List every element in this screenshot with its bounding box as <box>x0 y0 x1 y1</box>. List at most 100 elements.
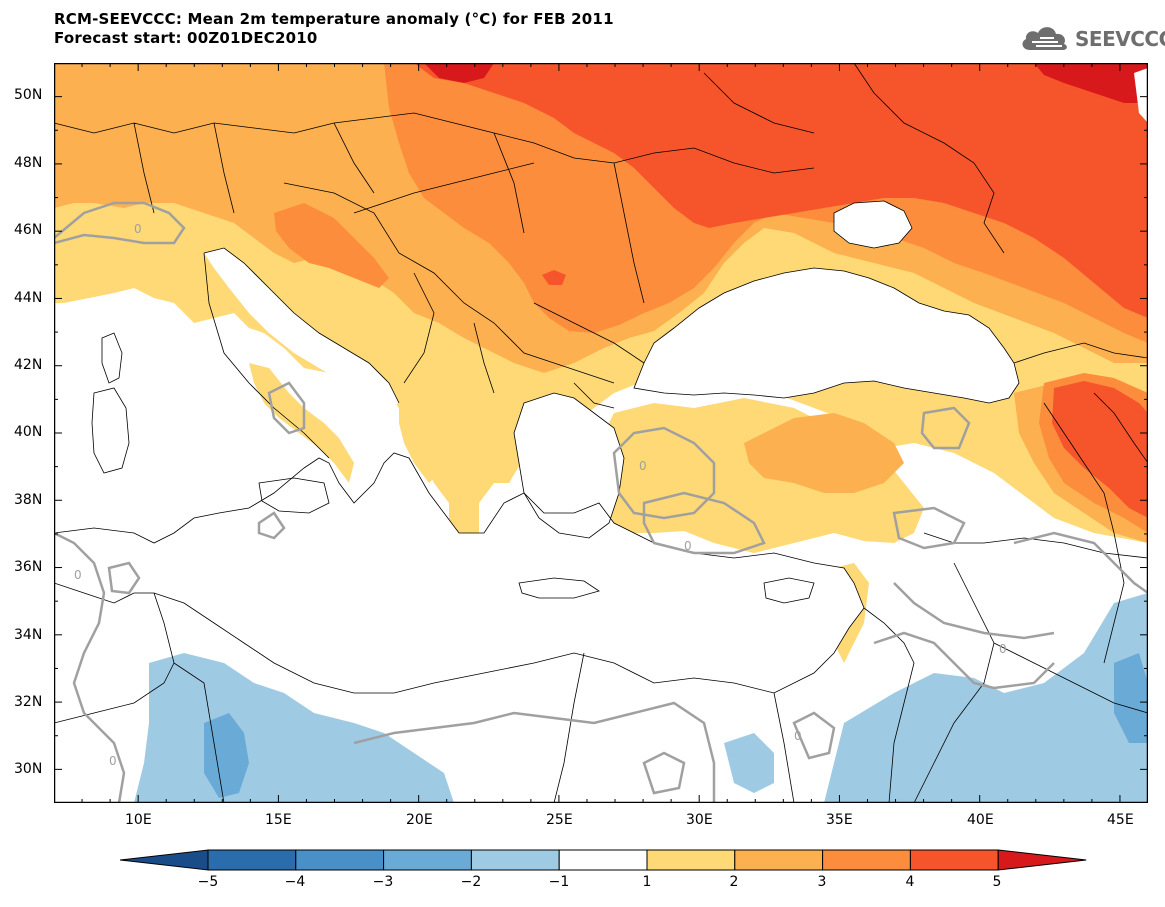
sea-mediterranean <box>54 453 864 693</box>
lon-label-45e: 45E <box>1107 812 1134 828</box>
map-title: RCM-SEEVCCC: Mean 2m temperature anomaly… <box>54 10 614 48</box>
zero-contour-sinai <box>792 711 836 760</box>
cloud-icon <box>1022 27 1067 50</box>
contour-label-3: 0 <box>684 539 692 553</box>
colorbar-cell-6 <box>646 849 736 871</box>
axis-ticks <box>54 63 1148 803</box>
contour-labels: 0 0 0 0 0 0 0 <box>74 222 1007 768</box>
colorbar-cell-upper-triangle <box>997 849 1087 871</box>
zero-contour-mideast <box>893 582 1055 640</box>
colorbar-label-4: 4 <box>905 874 915 890</box>
lat-label-38n: 38N <box>14 492 43 508</box>
lon-label-10e: 10E <box>125 812 152 828</box>
colorbar-cell-5 <box>558 849 648 871</box>
colorbar-cell-7 <box>734 849 824 871</box>
anomaly-band-4-5-caucasus <box>1052 381 1148 518</box>
lon-label-25e: 25E <box>546 812 573 828</box>
title-line-2: Forecast start: 00Z01DEC2010 <box>54 29 318 47</box>
title-line-1: RCM-SEEVCCC: Mean 2m temperature anomaly… <box>54 10 614 28</box>
border-turkey-caucasus <box>923 342 1148 559</box>
island-crete <box>518 577 600 599</box>
anomaly-band-neg2-3-libya <box>204 713 249 798</box>
lat-label-50n: 50N <box>14 87 43 103</box>
anomaly-band-1-2-south-italy <box>249 363 354 483</box>
lat-label-34n: 34N <box>14 627 43 643</box>
lon-label-35e: 35E <box>826 812 853 828</box>
anomaly-band-neg1-2-mideast <box>824 593 1148 803</box>
contour-label-1: 0 <box>134 222 142 236</box>
lon-label-30e: 30E <box>686 812 713 828</box>
lon-label-40e: 40E <box>967 812 994 828</box>
colorbar-cell-2 <box>295 849 385 871</box>
lat-label-36n: 36N <box>14 559 43 575</box>
lon-label-20e: 20E <box>406 812 433 828</box>
anomaly-band-gt5-north <box>424 63 494 83</box>
coastline-adriatic <box>203 247 400 459</box>
coastline-black-sea <box>633 267 1020 404</box>
colorbar-cell-lower-triangle <box>120 849 209 871</box>
zero-contour-italy <box>267 381 306 435</box>
colorbar-cell-1 <box>207 849 297 871</box>
border-middle-east <box>863 532 1148 803</box>
anomaly-band-neg1-2-egypt <box>724 733 774 793</box>
border-russia-ukraine <box>703 63 1005 254</box>
anomaly-band-1-2-greece <box>399 403 439 483</box>
country-borders <box>54 63 1148 803</box>
island-sicily <box>258 477 330 514</box>
island-corsica <box>101 332 123 384</box>
zero-contour-anatolia-central <box>642 491 766 555</box>
coastline-aegean <box>513 392 625 539</box>
colorbar-cell-4 <box>470 849 560 871</box>
island-cyprus <box>763 577 815 604</box>
border-central-europe <box>54 112 815 304</box>
zero-contour-syria <box>1013 531 1148 595</box>
lat-label-40n: 40N <box>14 424 43 440</box>
zero-contour-levant <box>892 506 966 550</box>
contour-label-6: 0 <box>794 729 802 743</box>
lat-label-42n: 42N <box>14 357 43 373</box>
zero-contour-north-africa <box>54 531 126 803</box>
anomaly-band-neg2-3-iraq <box>1114 653 1148 743</box>
logo-text: SEEVCCC <box>1075 27 1165 51</box>
colorbar-label-neg5: −5 <box>197 874 219 890</box>
colorbar-label-5: 5 <box>992 874 1002 890</box>
colorbar-label-neg1: −1 <box>548 874 570 890</box>
seevccc-logo: SEEVCCC <box>1018 20 1165 56</box>
colorbar-cell-9 <box>909 849 999 871</box>
contour-label-4: 0 <box>999 642 1007 656</box>
temperature-anomaly-map: 0 0 0 0 0 0 0 <box>54 63 1148 803</box>
lat-label-44n: 44N <box>14 290 43 306</box>
sea-caspian-edge <box>1134 68 1148 123</box>
zero-contour-arabia <box>873 631 1055 690</box>
anomaly-band-gt5 <box>1034 63 1148 103</box>
zero-contour-egypt <box>642 751 686 795</box>
zero-contour-anatolia-west <box>612 426 716 520</box>
contour-label-2: 0 <box>639 459 647 473</box>
colorbar-label-3: 3 <box>817 874 827 890</box>
zero-contour-anatolia-east <box>920 406 971 450</box>
lat-label-30n: 30N <box>14 761 43 777</box>
zero-contour-libya <box>353 701 716 803</box>
colorbar-label-neg3: −3 <box>372 874 394 890</box>
colorbar-cell-8 <box>822 849 911 871</box>
island-sardinia <box>91 387 130 474</box>
lat-label-32n: 32N <box>14 694 43 710</box>
lat-label-48n: 48N <box>14 155 43 171</box>
lon-label-15e: 15E <box>265 812 292 828</box>
zero-contour-sicily <box>257 511 286 540</box>
sea-azov <box>834 201 912 248</box>
colorbar-label-neg2: −2 <box>460 874 482 890</box>
anomaly-band-4-5 <box>414 63 1148 318</box>
sea-aegean <box>514 393 624 538</box>
zero-contour-lines <box>54 201 1148 803</box>
lat-label-46n: 46N <box>14 222 43 238</box>
sea-black-sea <box>634 268 1019 403</box>
coastline-crimea <box>833 200 913 249</box>
border-north-africa <box>54 592 795 803</box>
border-balkans <box>283 162 645 409</box>
contour-label-5: 0 <box>109 754 117 768</box>
colorbar <box>120 849 1087 871</box>
colorbar-cell-3 <box>383 849 472 871</box>
zero-contour-france <box>54 201 186 245</box>
contour-label-7: 0 <box>74 568 82 582</box>
